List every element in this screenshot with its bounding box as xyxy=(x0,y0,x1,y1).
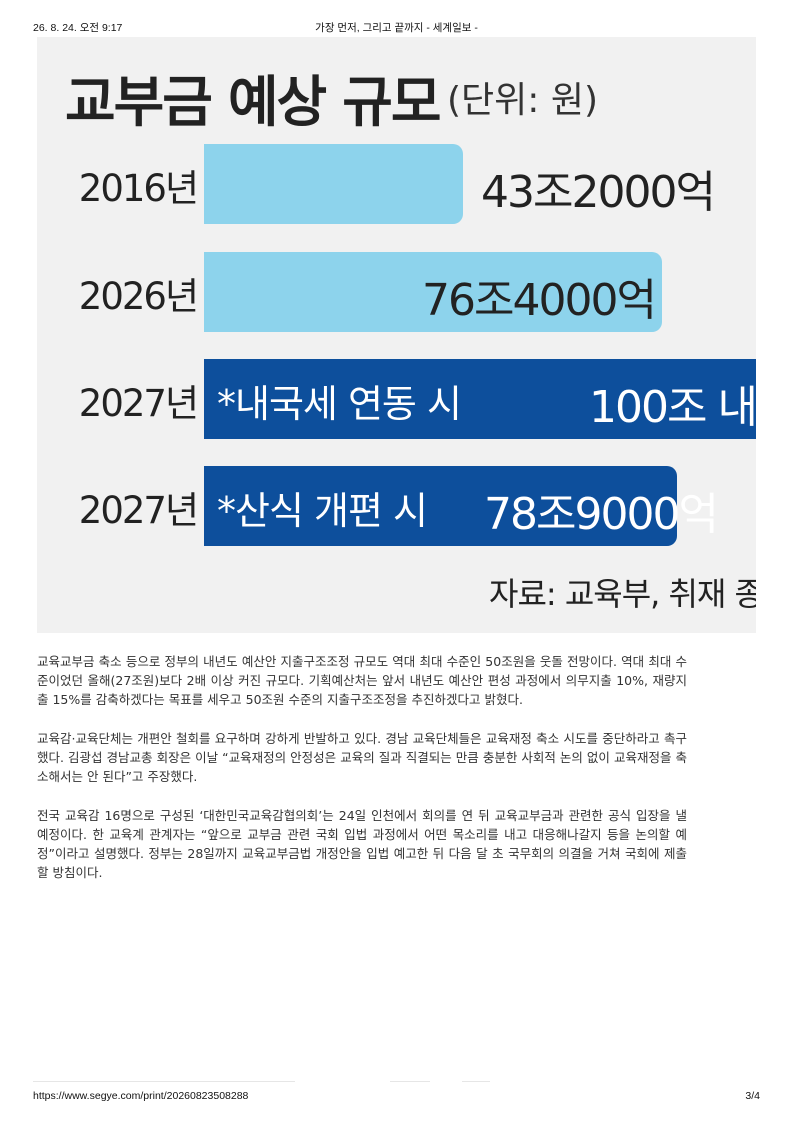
print-page-title: 가장 먼저, 그리고 끝까지 - 세계일보 - xyxy=(315,22,478,34)
footer-divider xyxy=(462,1081,490,1082)
bar-value-label: 43조2000억 xyxy=(481,167,716,218)
article-paragraph: 교육감·교육단체는 개편안 철회를 요구하며 강하게 반발하고 있다. 경남 교… xyxy=(37,731,687,784)
bar-category-label: 2027년 xyxy=(78,382,199,425)
bar-value-label: 100조 내외 xyxy=(589,382,756,433)
bar-scenario-note: *내국세 연동 시 xyxy=(217,382,462,426)
chart-title: 교부금 예상 규모 xyxy=(65,70,441,134)
article-paragraph: 교육교부금 축소 등으로 정부의 내년도 예산안 지출구조조정 규모도 역대 최… xyxy=(37,654,687,707)
chart-unit-label: (단위: 원) xyxy=(447,80,599,121)
infographic-chart: 교부금 예상 규모 (단위: 원) 2016년 43조2000억 2026년 76조4… xyxy=(37,37,756,633)
chart-source: 자료: 교육부, 취재 종합 xyxy=(489,575,756,613)
article-paragraph: 전국 교육감 16명으로 구성된 ‘대한민국교육감협의회’는 24일 인천에서 … xyxy=(37,808,687,880)
bar-category-label: 2026년 xyxy=(78,275,199,318)
print-datetime: 26. 8. 24. 오전 9:17 xyxy=(33,22,123,34)
bar-category-label: 2016년 xyxy=(78,167,199,210)
bar xyxy=(204,252,662,332)
footer-divider xyxy=(390,1081,430,1082)
bar-value-label: 78조9000억 xyxy=(484,489,719,540)
print-url: https://www.segye.com/print/202608235082… xyxy=(33,1090,249,1102)
article-body: 교육교부금 축소 등으로 정부의 내년도 예산안 지출구조조정 규모도 역대 최… xyxy=(37,652,687,902)
bar xyxy=(204,359,756,439)
bar-scenario-note: *산식 개편 시 xyxy=(217,489,428,533)
page-number: 3/4 xyxy=(745,1090,760,1102)
bar-category-label: 2027년 xyxy=(78,489,199,532)
bar-value-label: 76조4000억 xyxy=(422,275,657,326)
bar xyxy=(204,466,677,546)
footer-divider xyxy=(33,1081,295,1082)
bar xyxy=(204,144,463,224)
